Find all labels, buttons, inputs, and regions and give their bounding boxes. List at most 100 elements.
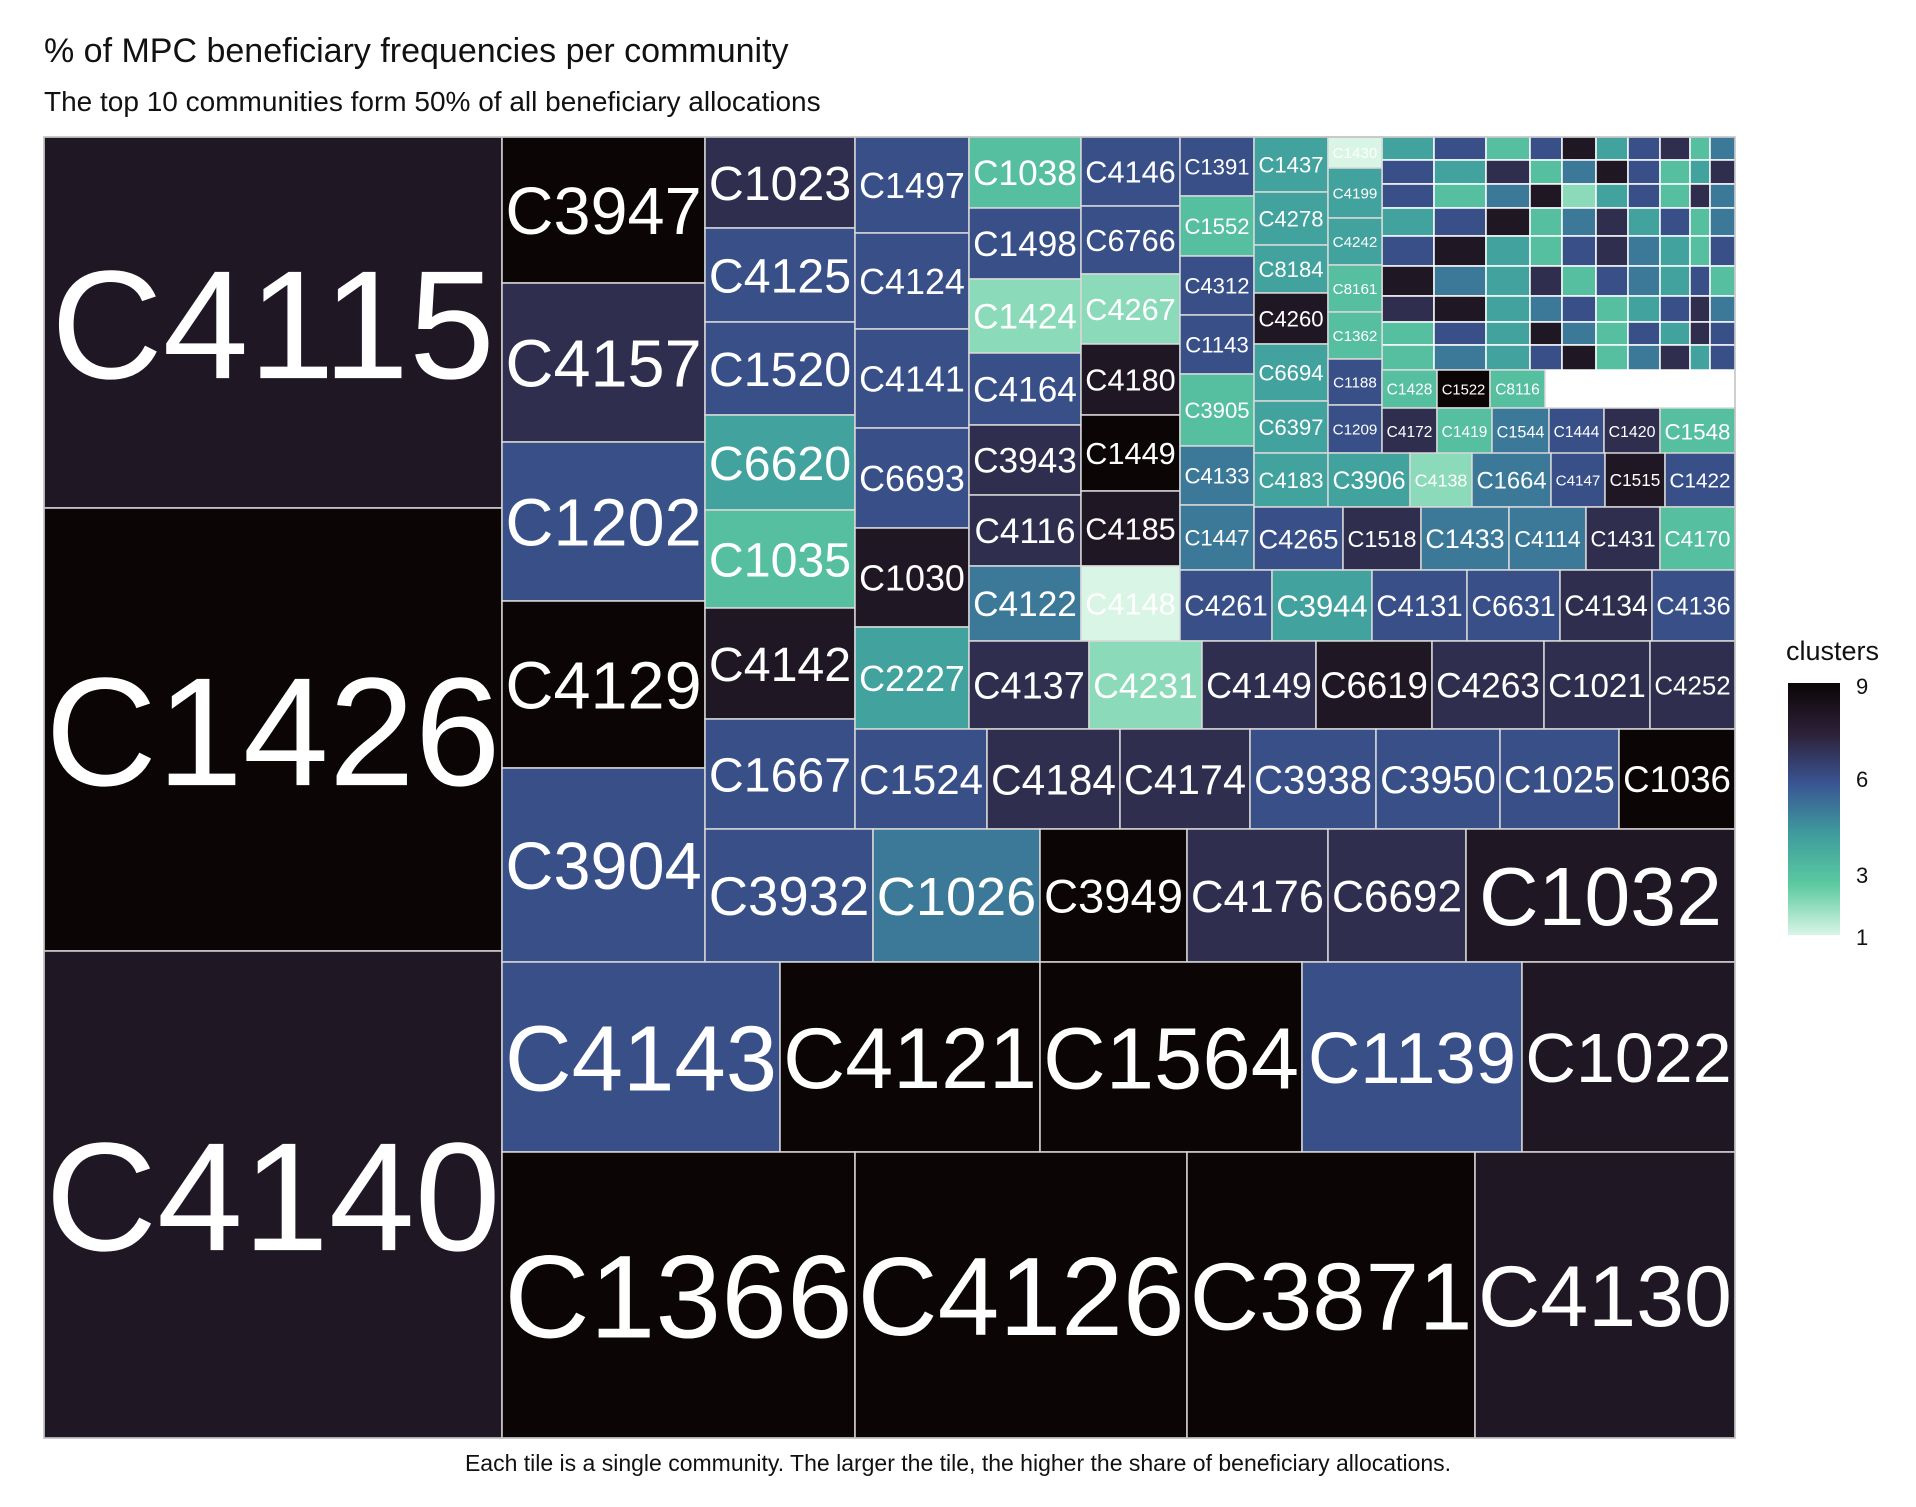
unlabeled-tile xyxy=(1689,235,1711,267)
unlabeled-tile xyxy=(1689,265,1711,297)
treemap-tile-rect xyxy=(1489,369,1546,409)
unlabeled-tile xyxy=(1627,183,1661,209)
unlabeled-tile xyxy=(1561,159,1597,185)
unlabeled-tile xyxy=(1561,321,1597,346)
treemap-tile: C6766 xyxy=(1080,205,1181,275)
unlabeled-tile xyxy=(1381,321,1435,346)
treemap-tile: C4125 xyxy=(704,227,856,323)
treemap-tile-rect xyxy=(1080,273,1181,345)
treemap-tile-rect xyxy=(854,1151,1188,1439)
unlabeled-tile xyxy=(1709,183,1736,209)
treemap-tile: C4114 xyxy=(1508,506,1587,571)
treemap-tile: C4126 xyxy=(854,1151,1188,1439)
unlabeled-tile xyxy=(1659,265,1691,297)
treemap-tile-label: C4138 xyxy=(1415,470,1468,490)
treemap-tile-rect xyxy=(1253,400,1329,454)
treemap-tile: C4133 xyxy=(1179,445,1255,506)
treemap-tile: C1437 xyxy=(1253,136,1329,193)
unlabeled-tile xyxy=(1381,207,1435,237)
treemap-tile-rect xyxy=(1471,452,1552,508)
treemap-tile: C4147 xyxy=(1550,452,1606,508)
treemap-tile-rect xyxy=(501,282,706,443)
unlabeled-tile xyxy=(1689,321,1711,346)
unlabeled-tile xyxy=(1561,183,1597,209)
treemap-tile-label: C1035 xyxy=(709,533,851,587)
treemap-tile-label: C1025 xyxy=(1504,759,1615,801)
treemap-tile: C1552 xyxy=(1179,195,1255,257)
unlabeled-tile xyxy=(1689,136,1711,161)
treemap-tile-rect xyxy=(1201,640,1317,730)
treemap-tile-label: C1552 xyxy=(1184,214,1249,239)
treemap-tile-label: C1444 xyxy=(1554,424,1600,441)
treemap-tile: C1431 xyxy=(1585,506,1661,571)
treemap-tile-label: C3905 xyxy=(1184,398,1249,423)
treemap-tile-label: C4115 xyxy=(51,238,495,411)
treemap-tile: C3944 xyxy=(1271,569,1373,642)
treemap-tile-rect xyxy=(1603,407,1661,456)
treemap-tile-label: C1449 xyxy=(1085,436,1175,471)
treemap-tile-label: C8161 xyxy=(1333,281,1378,298)
unlabeled-tile xyxy=(1433,321,1487,346)
treemap-tile: C1032 xyxy=(1465,828,1736,963)
unlabeled-tile xyxy=(1561,235,1597,267)
treemap-tile-label: C4124 xyxy=(859,262,965,302)
treemap-tile-label: C4134 xyxy=(1564,590,1647,622)
treemap-tile-rect xyxy=(968,565,1082,642)
treemap-tile-label: C1544 xyxy=(1497,423,1545,441)
treemap-tile-rect xyxy=(1253,292,1329,345)
unlabeled-tile xyxy=(1561,207,1597,237)
treemap-tile-label: C1419 xyxy=(1442,424,1488,441)
unlabeled-tile xyxy=(1627,235,1661,267)
treemap-tile: C4130 xyxy=(1474,1151,1736,1439)
treemap-tile-label: C4267 xyxy=(1085,292,1175,327)
treemap-tile-label: C4185 xyxy=(1085,512,1175,547)
treemap-tile-rect xyxy=(43,136,503,509)
unlabeled-tile xyxy=(1561,295,1597,323)
treemap-tile-label: C3871 xyxy=(1190,1244,1473,1351)
treemap-tile: C4124 xyxy=(854,232,970,330)
treemap-tile-rect xyxy=(1327,828,1467,963)
treemap-tile: C1524 xyxy=(854,728,988,830)
unlabeled-tile xyxy=(1627,295,1661,323)
treemap-tile: C1664 xyxy=(1471,452,1552,508)
treemap-tile-label: C4174 xyxy=(1124,757,1246,803)
treemap-tile-rect xyxy=(704,227,856,323)
treemap-tile: C4136 xyxy=(1651,569,1736,642)
treemap-tile: C4170 xyxy=(1659,506,1736,571)
treemap-tile: C4263 xyxy=(1431,640,1545,730)
treemap-tile: C4252 xyxy=(1649,640,1736,730)
treemap-tile-label: C4125 xyxy=(709,249,851,303)
treemap-tile: C1544 xyxy=(1491,407,1550,456)
unlabeled-tile xyxy=(1485,159,1531,185)
treemap-tile-label: C1038 xyxy=(973,154,1077,193)
treemap-tile-label: C1022 xyxy=(1525,1019,1731,1097)
treemap-tile-rect xyxy=(1186,1151,1476,1439)
treemap-tile-rect xyxy=(704,414,856,511)
treemap-tile-rect xyxy=(1039,961,1303,1153)
treemap-tile: C1498 xyxy=(968,207,1082,280)
treemap-tile-rect xyxy=(501,961,781,1153)
unlabeled-tile xyxy=(1689,295,1711,323)
treemap-tile: C1021 xyxy=(1543,640,1651,730)
chart-caption: Each tile is a single community. The lar… xyxy=(464,1450,1452,1476)
treemap-tile-label: C4157 xyxy=(505,327,701,401)
legend-tick-label: 9 xyxy=(1856,674,1869,699)
small-tiles-mosaic xyxy=(1381,136,1736,371)
treemap-tile-label: C4312 xyxy=(1184,273,1249,298)
treemap-tile-rect xyxy=(1474,1151,1736,1439)
treemap-tile-label: C4172 xyxy=(1387,424,1433,441)
unlabeled-tile xyxy=(1595,136,1629,161)
unlabeled-tile xyxy=(1433,295,1487,323)
treemap-tile: C1422 xyxy=(1664,452,1736,508)
unlabeled-tile xyxy=(1381,295,1435,323)
treemap-tile: C1522 xyxy=(1436,369,1491,409)
treemap-tile-rect xyxy=(1327,311,1383,360)
treemap-tile: C1143 xyxy=(1179,314,1255,375)
treemap-tile: C1447 xyxy=(1179,504,1255,571)
treemap-tile-label: C4143 xyxy=(505,1006,777,1110)
treemap-tile: C4116 xyxy=(968,494,1082,567)
treemap-tile-label: C4146 xyxy=(1085,155,1175,190)
treemap-tile: C4172 xyxy=(1381,407,1438,456)
unlabeled-tile xyxy=(1381,159,1435,185)
